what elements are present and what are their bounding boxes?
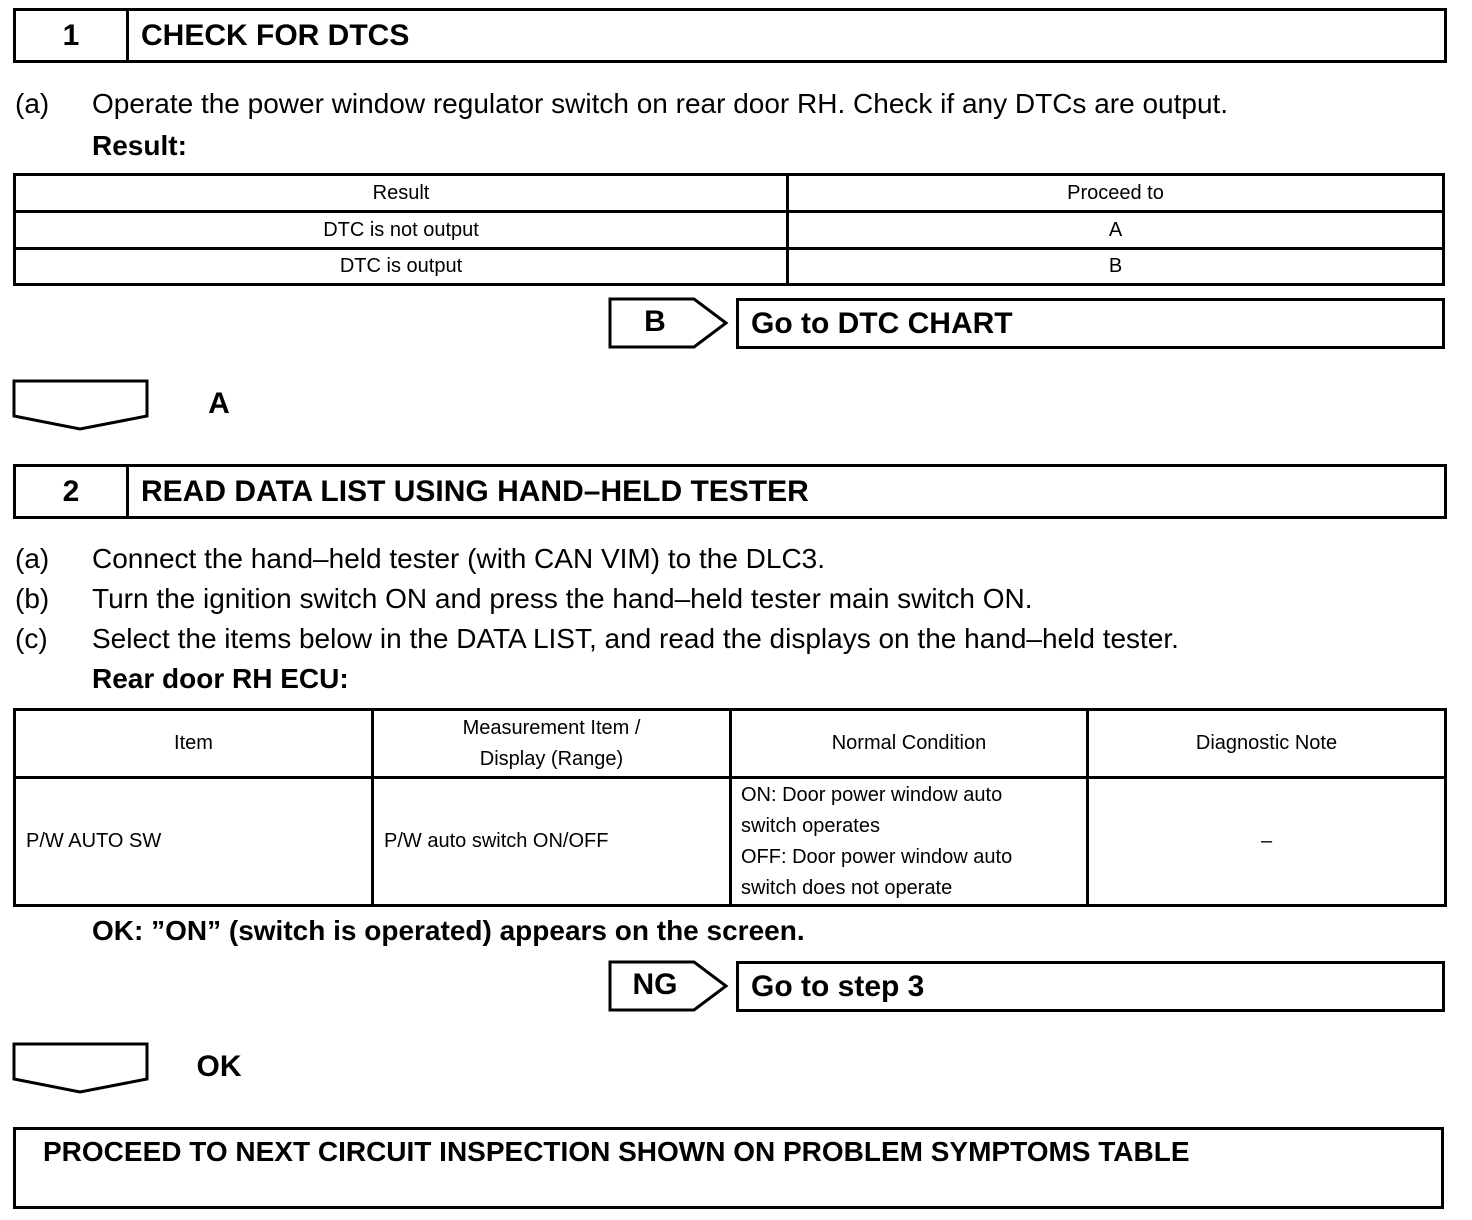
table-row: P/W AUTO SW P/W auto switch ON/OFF ON: D… <box>13 776 1447 907</box>
step-number: 2 <box>16 467 129 516</box>
instruction-label: (c) <box>15 623 48 654</box>
continue-arrow-ok: OK <box>12 1042 242 1096</box>
continue-label: OK <box>196 1050 242 1083</box>
branch-target: Go to DTC CHART <box>736 298 1445 349</box>
continue-label: A <box>208 387 230 420</box>
instruction-label: (a) <box>15 543 50 574</box>
table-header: Diagnostic Note <box>1086 708 1447 779</box>
instruction-text: Select the items below in the DATA LIST,… <box>92 623 1179 654</box>
final-instruction-box: PROCEED TO NEXT CIRCUIT INSPECTION SHOWN… <box>13 1127 1444 1209</box>
branch-arrow-b: B <box>608 297 730 350</box>
right-arrow-icon <box>608 960 729 1012</box>
table-cell: B <box>786 247 1445 286</box>
continue-arrow-a: A <box>12 379 230 433</box>
table-cell: – <box>1086 776 1447 907</box>
ok-condition: OK: ”ON” (switch is operated) appears on… <box>92 915 805 946</box>
branch-label: B <box>644 305 666 338</box>
table-cell: DTC is not output <box>13 210 789 250</box>
instruction-label: (a) <box>15 88 50 119</box>
table-cell: ON: Door power window auto switch operat… <box>729 776 1089 907</box>
step-title: READ DATA LIST USING HAND–HELD TESTER <box>141 474 809 508</box>
table-row: DTC is not output A <box>13 210 1445 250</box>
right-arrow-icon <box>608 297 729 349</box>
branch-arrow-ng: NG <box>608 960 730 1013</box>
result-table: Result Proceed to DTC is not output A DTC … <box>13 173 1445 286</box>
table-header: Measurement Item / Display (Range) <box>371 708 732 779</box>
step-1-header: 1 CHECK FOR DTCS <box>13 8 1447 63</box>
result-heading: Result: <box>92 130 187 161</box>
down-arrow-icon <box>12 1042 149 1094</box>
data-list-table: Item Measurement Item / Display (Range) … <box>13 708 1447 907</box>
table-header: Item <box>13 708 374 779</box>
step-2-header: 2 READ DATA LIST USING HAND–HELD TESTER <box>13 464 1447 519</box>
table-cell: P/W auto switch ON/OFF <box>371 776 732 907</box>
final-instruction-text: PROCEED TO NEXT CIRCUIT INSPECTION SHOWN… <box>43 1136 1190 1167</box>
table-header: Proceed to <box>786 173 1445 213</box>
table-row: DTC is output B <box>13 247 1445 286</box>
table-header: Result <box>13 173 789 213</box>
branch-label: NG <box>632 968 678 1001</box>
step-title: CHECK FOR DTCS <box>141 18 410 52</box>
branch-target: Go to step 3 <box>736 961 1445 1012</box>
instruction-label: (b) <box>15 583 50 614</box>
instruction-text: Turn the ignition switch ON and press th… <box>92 583 1033 614</box>
table-cell: A <box>786 210 1445 250</box>
table-heading: Rear door RH ECU: <box>92 663 349 694</box>
step-number: 1 <box>16 11 129 60</box>
table-cell: P/W AUTO SW <box>13 776 374 907</box>
table-cell: DTC is output <box>13 247 789 286</box>
table-header: Normal Condition <box>729 708 1089 779</box>
down-arrow-icon <box>12 379 149 431</box>
instruction-text: Operate the power window regulator switc… <box>92 88 1229 119</box>
instruction-text: Connect the hand–held tester (with CAN V… <box>92 543 826 574</box>
